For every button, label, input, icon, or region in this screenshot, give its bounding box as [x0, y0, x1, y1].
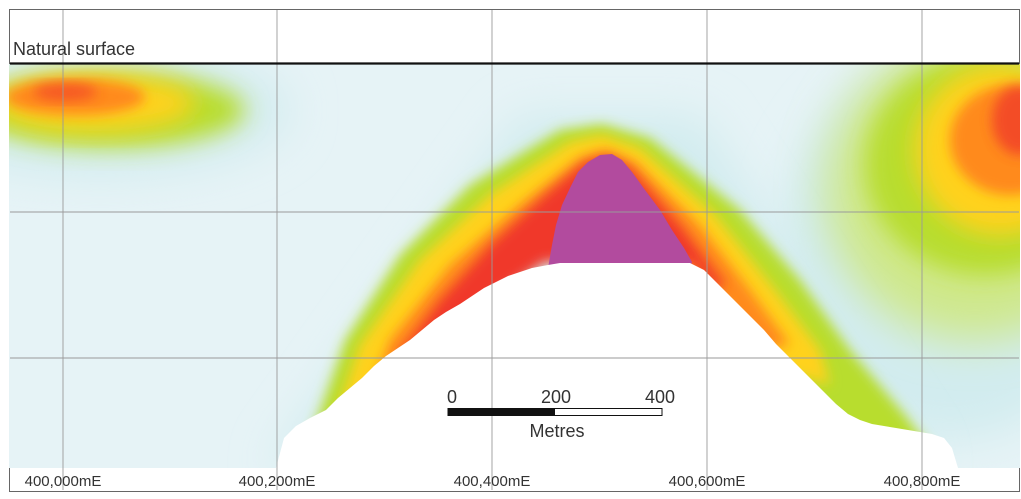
anomaly-right-red — [992, 85, 1020, 155]
grid — [10, 10, 1019, 490]
easting-tick-label: 400,800mE — [884, 473, 961, 490]
easting-tick-label: 400,400mE — [454, 473, 531, 490]
arch-yellow-band — [325, 135, 830, 450]
void-below-arch — [276, 263, 958, 468]
easting-axis: 400,000mE 400,200mE 400,400mE 400,600mE … — [25, 473, 961, 490]
arch-magenta-core — [548, 154, 692, 268]
natural-surface-label: Natural surface — [13, 39, 135, 59]
easting-tick-label: 400,200mE — [239, 473, 316, 490]
scale-bar: 0 200 400 Metres — [447, 387, 675, 441]
easting-tick-label: 400,600mE — [669, 473, 746, 490]
scale-bar-tick-label: 400 — [645, 387, 675, 407]
anomaly-left — [9, 64, 290, 175]
anomaly-left-red — [33, 83, 97, 101]
easting-tick-label: 400,000mE — [25, 473, 102, 490]
section-body — [9, 64, 1020, 468]
arch-green-band — [300, 124, 935, 468]
scale-bar-filled-segment — [448, 408, 555, 416]
scale-bar-tick-label: 0 — [447, 387, 457, 407]
scale-bar-tick-label: 200 — [541, 387, 571, 407]
scale-bar-unit-label: Metres — [529, 421, 584, 441]
arch-orange-band — [360, 150, 790, 420]
